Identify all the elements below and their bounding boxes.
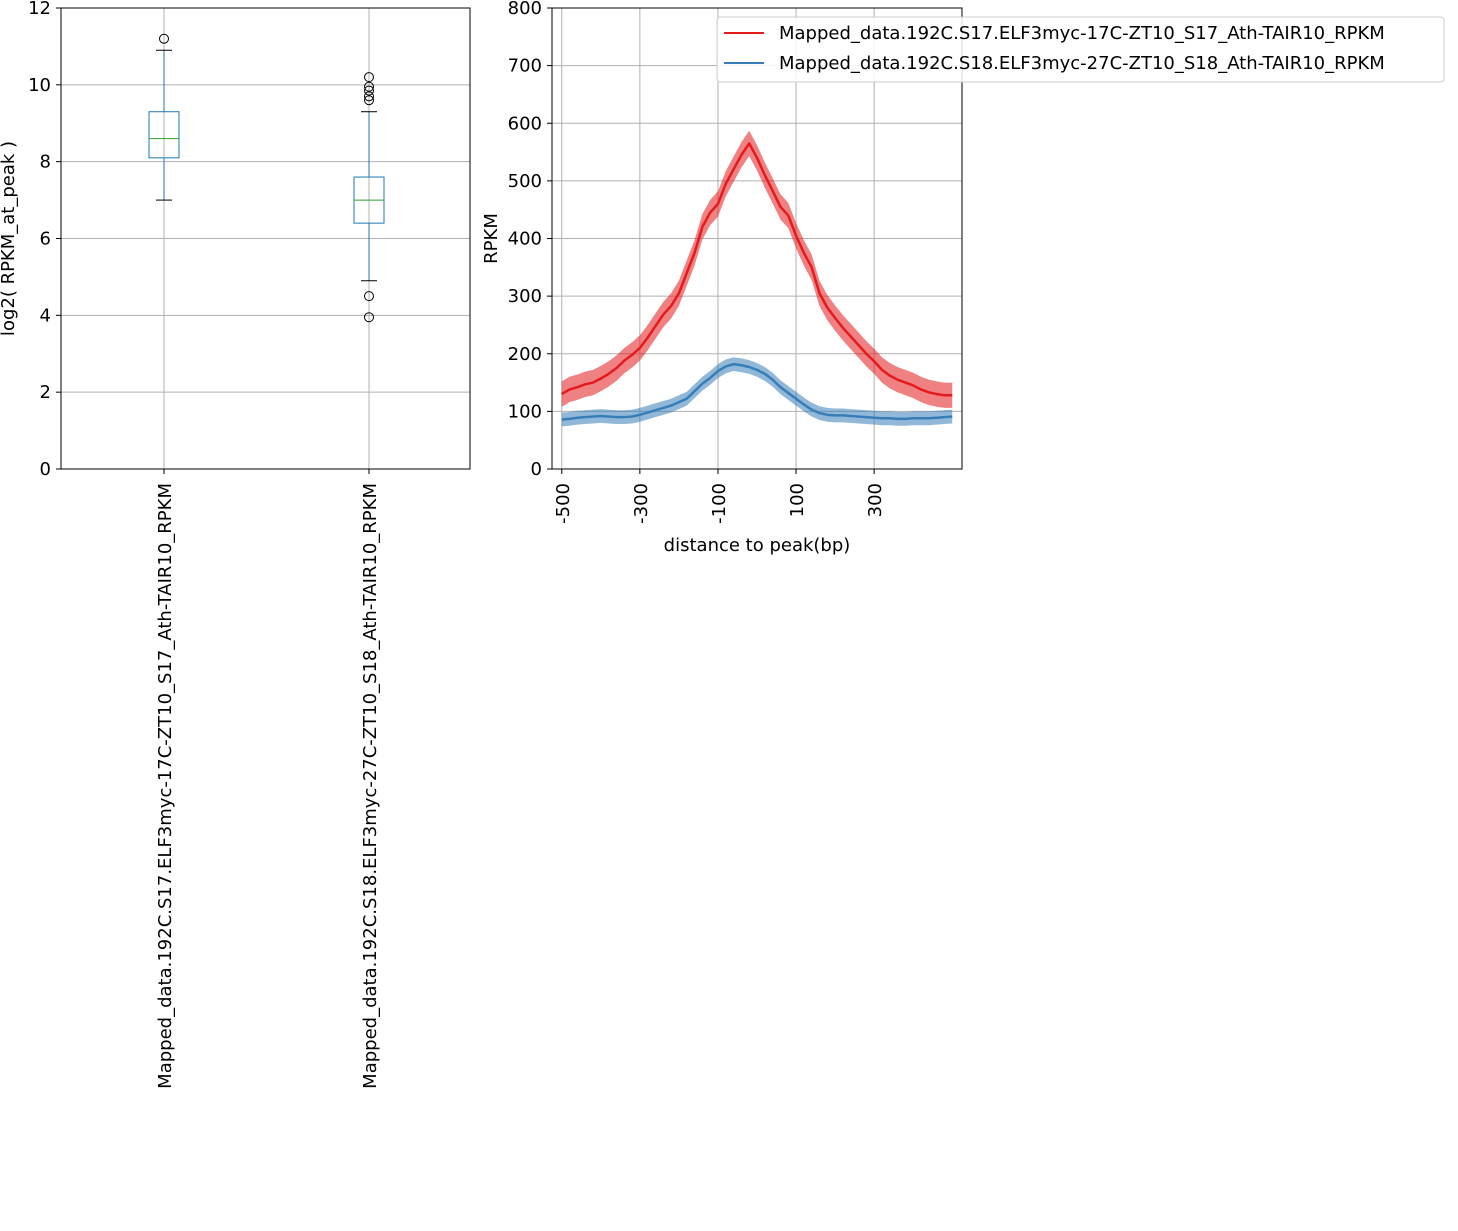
- lineplot-y-tick-label: 400: [508, 229, 542, 250]
- lineplot-y-tick-label: 700: [508, 56, 542, 77]
- box-outlier: [364, 81, 374, 92]
- box-outlier: [364, 312, 374, 323]
- box-outlier: [364, 291, 374, 302]
- boxplot-y-axis-label: log2( RPKM_at_peak ): [0, 141, 19, 336]
- lineplot-x-tick-label: -500: [553, 483, 574, 524]
- boxplot-y-tick-label: 6: [40, 229, 51, 250]
- legend-label-series-2: Mapped_data.192C.S18.ELF3myc-27C-ZT10_S1…: [779, 53, 1385, 74]
- boxplot-x-ticks: Mapped_data.192C.S17.ELF3myc-17C-ZT10_S1…: [155, 469, 381, 1089]
- lineplot-y-tick-label: 100: [508, 401, 542, 422]
- box-outlier: [364, 72, 374, 83]
- box-2: [353, 72, 385, 323]
- lineplot-panel: 0 100 200 300 400 500 600 700 800 -500 -300 -100 10…: [481, 0, 1445, 556]
- lineplot-x-tick-label: 100: [787, 483, 808, 517]
- box-outlier: [159, 33, 169, 44]
- boxplot-y-tick-label: 8: [40, 152, 51, 173]
- boxplot-y-tick-label: 4: [40, 305, 51, 326]
- series-1: [561, 130, 953, 408]
- lineplot-y-tick-label: 200: [508, 344, 542, 365]
- box-1: [148, 33, 180, 201]
- series-2-line: [561, 362, 953, 421]
- boxplot-panel: 0 2 4 6 8 10 12 Mapped_data.192C.S17.ELF3myc-1…: [0, 0, 471, 1089]
- box-outlier: [364, 95, 374, 106]
- boxplot-marks: [148, 33, 385, 323]
- boxplot-y-tick-label: 2: [40, 382, 51, 403]
- box-outlier: [364, 85, 374, 96]
- lineplot-x-axis-label: distance to peak(bp): [664, 535, 851, 556]
- lineplot-marks: [561, 130, 953, 427]
- box-outlier: [364, 91, 374, 102]
- boxplot-grid: [61, 7, 470, 470]
- legend-label-series-1: Mapped_data.192C.S17.ELF3myc-17C-ZT10_S1…: [779, 23, 1385, 44]
- lineplot-legend: Mapped_data.192C.S17.ELF3myc-17C-ZT10_S1…: [716, 16, 1445, 83]
- series-1-line: [561, 142, 953, 397]
- lineplot-frame: [551, 7, 963, 470]
- box-iqr: [148, 111, 180, 159]
- series-1-confidence-band: [561, 130, 953, 408]
- boxplot-y-ticks: 0 2 4 6 8 10 12: [28, 0, 61, 480]
- lineplot-y-axis-label: RPKM: [481, 213, 502, 264]
- boxplot-x-tick-label: Mapped_data.192C.S18.ELF3myc-27C-ZT10_S1…: [360, 483, 381, 1089]
- boxplot-x-tick-label: Mapped_data.192C.S17.ELF3myc-17C-ZT10_S1…: [155, 483, 176, 1089]
- series-2: [561, 357, 953, 427]
- boxplot-y-tick-label: 10: [28, 75, 51, 96]
- boxplot-y-tick-label: 12: [28, 0, 51, 19]
- lineplot-y-tick-label: 300: [508, 286, 542, 307]
- lineplot-x-tick-label: -300: [631, 483, 652, 524]
- lineplot-y-tick-label: 500: [508, 171, 542, 192]
- lineplot-y-tick-label: 600: [508, 113, 542, 134]
- lineplot-x-ticks: -500 -300 -100 100 300: [553, 469, 886, 524]
- lineplot-y-ticks: 0 100 200 300 400 500 600 700 800: [508, 0, 552, 480]
- boxplot-frame: [60, 7, 471, 470]
- lineplot-y-tick-label: 0: [531, 459, 542, 480]
- boxplot-y-tick-label: 0: [40, 459, 51, 480]
- legend-box: [716, 16, 1445, 83]
- lineplot-y-tick-label: 800: [508, 0, 542, 19]
- lineplot-x-tick-label: -100: [709, 483, 730, 524]
- lineplot-x-tick-label: 300: [865, 483, 886, 517]
